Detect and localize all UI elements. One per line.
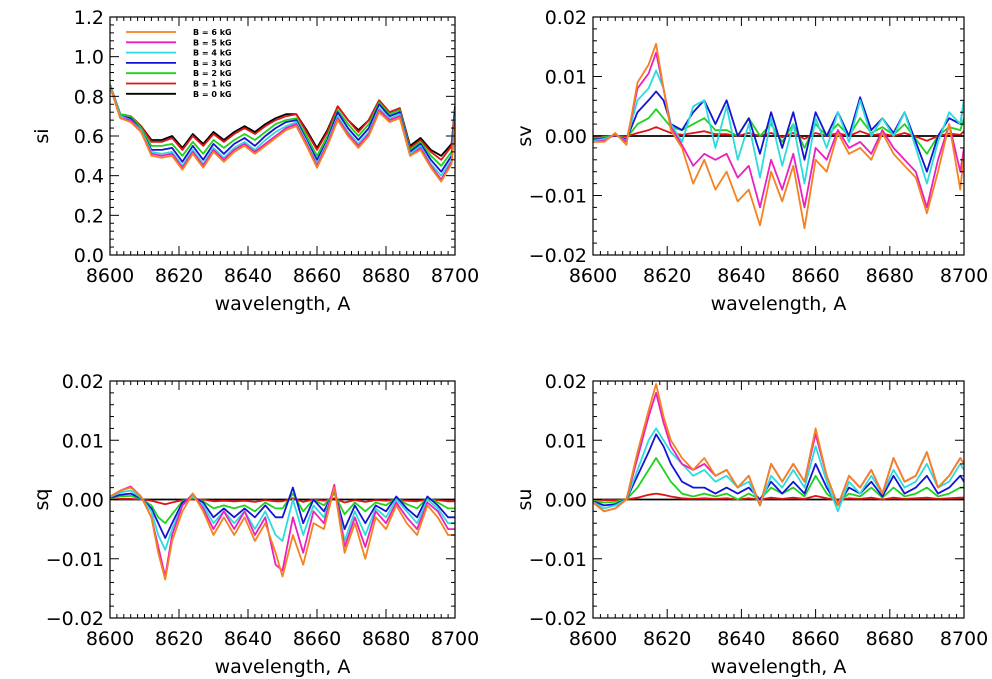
series-group — [593, 383, 964, 513]
x-tick-label: 8660 — [293, 265, 341, 287]
x-tick-label: 8680 — [362, 628, 410, 650]
series-line-b-4-kg — [110, 486, 455, 551]
y-tick-label: −0.01 — [529, 186, 587, 208]
y-tick-label: −0.01 — [46, 549, 104, 571]
x-tick-label: 8620 — [643, 265, 691, 287]
x-tick-label: 8680 — [866, 265, 914, 287]
y-tick-label: 1.2 — [74, 7, 104, 29]
x-tick-label: 8640 — [224, 265, 272, 287]
y-tick-label: 0.01 — [545, 430, 587, 452]
x-axis-label: wavelength, A — [711, 293, 847, 315]
x-tick-label: 8680 — [866, 628, 914, 650]
x-tick-label: 8640 — [224, 628, 272, 650]
x-tick-label: 8620 — [643, 628, 691, 650]
series-line-b-6-kg — [593, 383, 964, 513]
legend-label-b-1-kg: B = 1 kG — [193, 80, 232, 89]
x-tick-label: 8660 — [293, 628, 341, 650]
x-axis-label: wavelength, A — [711, 656, 847, 678]
panel-si: 8600 8620 8640 8660 8680 8700 0.0 0.2 0.4 0.6 0.8 1… — [31, 7, 479, 315]
series-group — [110, 483, 455, 581]
y-tick-label: 0.02 — [545, 7, 587, 29]
series-group — [110, 84, 455, 183]
y-tick-label: 0.00 — [545, 126, 587, 148]
series-line-b-3-kg — [593, 90, 964, 173]
x-tick-label: 8660 — [791, 628, 839, 650]
series-line-b-2-kg — [593, 457, 964, 504]
legend-label-b-6-kg: B = 6 kG — [193, 28, 232, 37]
y-tick-label: 0.01 — [62, 430, 104, 452]
y-axis-label: sv — [514, 125, 536, 146]
panel-sq: 8600 8620 8640 8660 8680 8700 −0.02 −0.01 0.00 0.… — [31, 371, 479, 678]
x-tick-label: 8620 — [155, 628, 203, 650]
y-tick-label: −0.02 — [529, 245, 587, 267]
series-line-b-1-kg — [593, 126, 964, 142]
x-tick-label: 8640 — [717, 265, 765, 287]
series-line-b-4-kg — [593, 427, 964, 513]
y-tick-label: 0.4 — [74, 166, 104, 188]
legend-label-b-3-kg: B = 3 kG — [193, 59, 232, 68]
x-tick-label: 8700 — [940, 265, 988, 287]
x-tick-label: 8700 — [431, 265, 479, 287]
y-tick-label: 0.00 — [545, 490, 587, 512]
y-axis-label: su — [514, 489, 536, 511]
y-tick-label: 0.2 — [74, 205, 104, 227]
legend-label-b-0-kg: B = 0 kG — [193, 90, 232, 99]
x-tick-label: 8640 — [717, 628, 765, 650]
y-tick-label: 0.00 — [62, 490, 104, 512]
x-tick-label: 8600 — [86, 628, 134, 650]
y-tick-label: 1.0 — [74, 47, 104, 69]
x-tick-label: 8700 — [431, 628, 479, 650]
series-line-b-3-kg — [593, 433, 964, 507]
x-tick-label: 8680 — [362, 265, 410, 287]
legend-label-b-2-kg: B = 2 kG — [193, 69, 232, 78]
legend-label-b-5-kg: B = 5 kG — [193, 38, 232, 47]
x-tick-label: 8600 — [86, 265, 134, 287]
legend-label-b-4-kg: B = 4 kG — [193, 49, 232, 58]
panel-su: 8600 8620 8640 8660 8680 8700 −0.02 −0.01 0.00 0.… — [514, 371, 988, 678]
series-line-b-6-kg — [110, 86, 455, 183]
x-axis-label: wavelength, A — [215, 656, 351, 678]
y-tick-label: 0.01 — [545, 67, 587, 89]
series-line-b-5-kg — [593, 51, 964, 209]
series-line-b-3-kg — [110, 486, 455, 539]
series-group — [593, 42, 964, 230]
x-axis-label: wavelength, A — [215, 293, 351, 315]
y-axis-label: si — [31, 128, 53, 143]
series-line-b-6-kg — [593, 42, 964, 230]
panel-sv: 8600 8620 8640 8660 8680 8700 −0.02 −0.01 0.00 0.… — [514, 7, 988, 315]
y-tick-label: −0.02 — [46, 608, 104, 630]
y-tick-label: 0.6 — [74, 126, 104, 148]
y-tick-label: 0.0 — [74, 245, 104, 267]
series-line-b-6-kg — [110, 486, 455, 581]
y-tick-label: 0.8 — [74, 86, 104, 108]
y-tick-label: 0.02 — [545, 371, 587, 393]
series-line-b-4-kg — [593, 69, 964, 185]
x-tick-label: 8600 — [569, 265, 617, 287]
y-tick-label: 0.02 — [62, 371, 104, 393]
y-axis-label: sq — [31, 489, 53, 511]
x-tick-label: 8700 — [940, 628, 988, 650]
y-tick-label: −0.01 — [529, 549, 587, 571]
series-line-b-1-kg — [593, 492, 964, 502]
x-tick-label: 8600 — [569, 628, 617, 650]
x-tick-label: 8660 — [791, 265, 839, 287]
y-tick-label: −0.02 — [529, 608, 587, 630]
legend: B = 6 kGB = 5 kG B = 4 kGB = 3 kGB = 2 kG… — [126, 28, 232, 99]
x-tick-label: 8620 — [155, 265, 203, 287]
